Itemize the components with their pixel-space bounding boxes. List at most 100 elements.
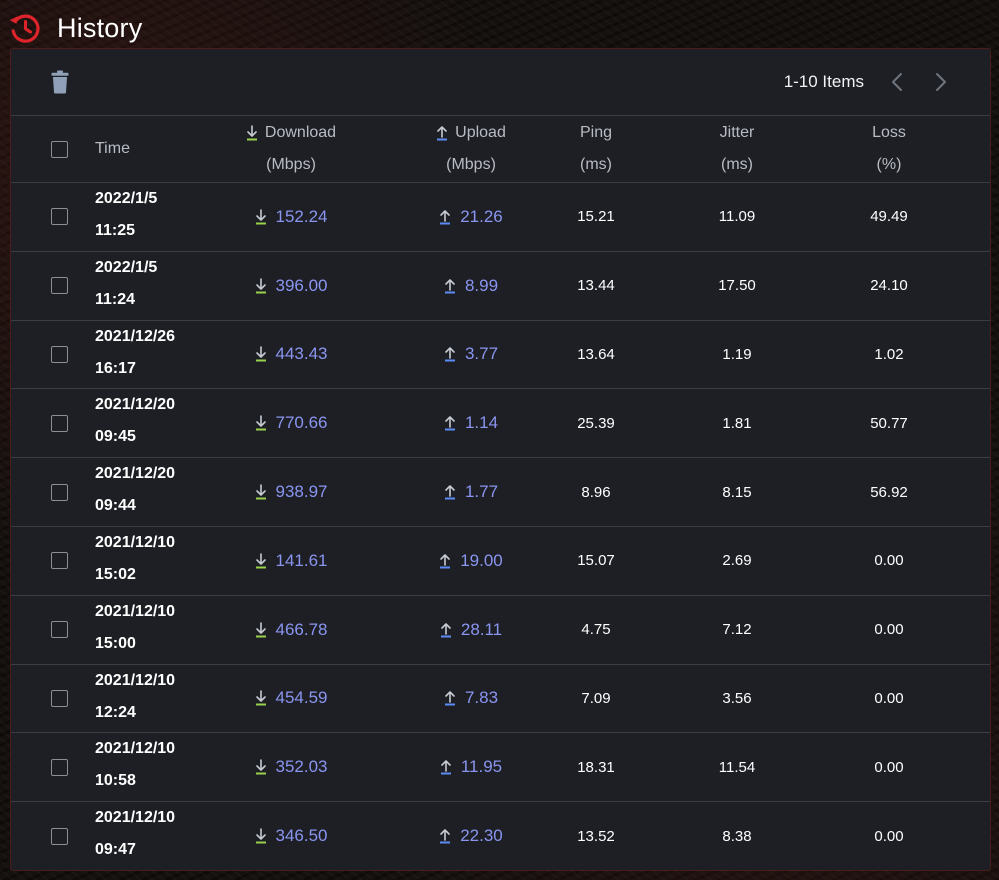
row-time: 09:45 [95, 428, 136, 446]
row-checkbox[interactable] [50, 208, 68, 226]
jitter-value: 11.09 [718, 208, 756, 226]
upload-value: 3.77 [464, 344, 499, 364]
chevron-left-icon [892, 73, 902, 91]
jitter-value: 7.12 [722, 621, 752, 639]
table-row[interactable]: 2021/12/20 09:45 770.66 1.14 25.39 1. [11, 389, 990, 459]
download-value: 454.59 [275, 688, 328, 708]
table-row[interactable]: 2021/12/10 12:24 454.59 7.83 7.09 3.5 [11, 665, 990, 734]
time-cell: 2021/12/10 15:00 [95, 596, 215, 664]
time-cell: 2021/12/26 16:17 [95, 321, 215, 389]
table-row[interactable]: 2021/12/10 09:47 346.50 22.30 13.52 8 [11, 802, 990, 870]
row-date: 2021/12/20 [95, 465, 176, 483]
table-row[interactable]: 2021/12/26 16:17 443.43 3.77 13.64 1. [11, 321, 990, 390]
column-ping-unit: (ms) [580, 156, 612, 173]
download-value: 346.50 [275, 826, 328, 846]
row-select-cell [49, 252, 69, 320]
upload-cell: 1.14 [401, 389, 541, 457]
ping-value: 13.44 [577, 277, 615, 295]
table-row[interactable]: 2022/1/5 11:24 396.00 8.99 13.44 17.5 [11, 252, 990, 321]
table-row[interactable]: 2021/12/10 15:02 141.61 19.00 15.07 2 [11, 527, 990, 596]
ping-value: 13.64 [577, 345, 615, 363]
jitter-value: 17.50 [718, 277, 756, 295]
upload-value: 22.30 [460, 826, 503, 846]
row-checkbox[interactable] [50, 277, 68, 295]
loss-value: 0.00 [874, 621, 904, 639]
time-cell: 2022/1/5 11:24 [95, 252, 215, 320]
download-cell: 466.78 [221, 596, 361, 664]
select-all-checkbox[interactable] [50, 140, 68, 158]
row-checkbox[interactable] [50, 689, 68, 707]
download-arrow-icon [255, 621, 266, 638]
row-time: 10:58 [95, 772, 136, 790]
row-checkbox[interactable] [50, 414, 68, 432]
row-select-cell [49, 389, 69, 457]
download-arrow-icon [255, 277, 266, 294]
row-checkbox[interactable] [50, 483, 68, 501]
row-checkbox[interactable] [50, 552, 68, 570]
column-loss-label: Loss [872, 124, 906, 141]
row-select-cell [49, 527, 69, 595]
row-checkbox[interactable] [50, 621, 68, 639]
page-header: History [8, 9, 142, 47]
table-row[interactable]: 2021/12/10 10:58 352.03 11.95 18.31 1 [11, 733, 990, 803]
upload-value: 1.77 [464, 482, 499, 502]
row-select-cell [49, 733, 69, 801]
pagination: 1-10 Items [784, 68, 956, 96]
trash-icon [51, 70, 69, 94]
column-ping-label: Ping [579, 124, 613, 141]
column-loss-unit: (%) [876, 156, 902, 173]
download-arrow-icon [255, 209, 266, 225]
table-row[interactable]: 2021/12/20 09:44 938.97 1.77 8.96 8.1 [11, 458, 990, 527]
row-select-cell [49, 802, 69, 870]
row-date: 2021/12/10 [95, 740, 176, 758]
download-cell: 454.59 [221, 665, 361, 733]
time-cell: 2021/12/20 09:44 [95, 458, 215, 526]
upload-value: 11.95 [460, 757, 503, 777]
row-checkbox[interactable] [50, 758, 68, 776]
ping-value: 15.07 [577, 552, 615, 570]
upload-value: 19.00 [460, 550, 503, 570]
row-date: 2022/1/5 [95, 190, 158, 207]
download-cell: 352.03 [221, 733, 361, 801]
loss-value: 24.10 [870, 277, 908, 295]
column-download: Download (Mbps) [221, 116, 361, 182]
jitter-value: 8.15 [722, 483, 752, 501]
row-time: 09:47 [95, 841, 136, 859]
column-jitter-unit: (ms) [721, 156, 753, 173]
download-cell: 770.66 [221, 389, 361, 457]
row-time: 12:24 [95, 703, 136, 721]
time-cell: 2021/12/10 09:47 [95, 802, 215, 870]
next-page-button[interactable] [926, 68, 956, 96]
column-upload: Upload (Mbps) [401, 116, 541, 182]
download-cell: 346.50 [221, 802, 361, 870]
row-time: 11:24 [95, 290, 136, 308]
ping-value: 25.39 [577, 414, 615, 432]
row-checkbox[interactable] [50, 345, 68, 363]
download-value: 352.03 [275, 757, 328, 777]
upload-arrow-icon [444, 485, 455, 500]
ping-value: 8.96 [581, 483, 611, 501]
download-arrow-icon [255, 828, 266, 844]
history-icon [9, 14, 40, 43]
table-toolbar: 1-10 Items [11, 49, 990, 115]
table-header: Time Download (Mbps) Upload (Mbps) [11, 115, 990, 183]
download-value: 152.24 [275, 206, 328, 226]
row-time: 15:02 [95, 565, 136, 583]
loss-value: 0.00 [874, 552, 904, 570]
pagination-range: 1-10 Items [783, 72, 864, 91]
column-download-unit: (Mbps) [266, 156, 316, 173]
table-row[interactable]: 2021/12/10 15:00 466.78 28.11 4.75 7. [11, 596, 990, 665]
upload-cell: 1.77 [401, 458, 541, 526]
download-value: 770.66 [275, 413, 328, 433]
download-arrow-icon [255, 553, 266, 569]
download-arrow-icon [255, 759, 266, 775]
table-row[interactable]: 2022/1/5 11:25 152.24 21.26 15.21 11. [11, 183, 990, 252]
upload-arrow-icon [440, 554, 451, 569]
row-select-cell [49, 183, 69, 251]
download-value: 443.43 [275, 344, 328, 364]
delete-button[interactable] [49, 69, 71, 95]
row-checkbox[interactable] [50, 827, 68, 845]
prev-page-button[interactable] [882, 68, 912, 96]
ping-value: 15.21 [577, 208, 615, 226]
upload-arrow-icon [437, 126, 448, 141]
